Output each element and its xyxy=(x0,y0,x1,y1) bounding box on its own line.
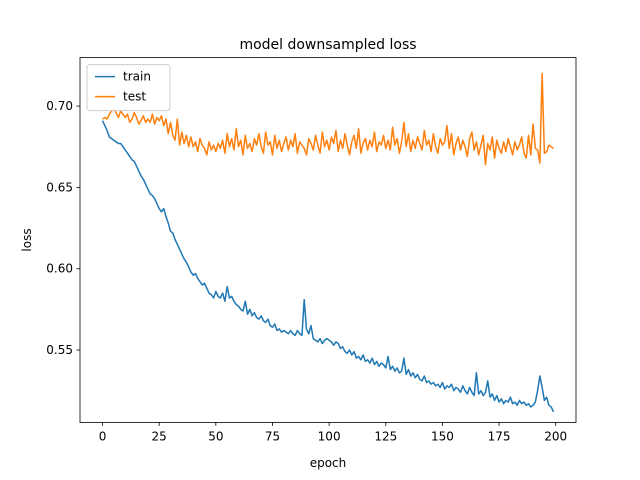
legend-label: train xyxy=(123,70,151,84)
y-tick-label: 0.55 xyxy=(46,343,73,357)
x-tick-label: 100 xyxy=(318,429,341,443)
x-tick-label: 125 xyxy=(374,429,397,443)
legend-label: test xyxy=(123,90,146,104)
line-series xyxy=(102,72,554,166)
legend: train test xyxy=(86,64,171,112)
y-tick-label: 0.60 xyxy=(46,262,73,276)
x-tick-label: 175 xyxy=(488,429,511,443)
chart-title: model downsampled loss xyxy=(239,37,416,53)
y-tick-label: 0.70 xyxy=(46,99,73,113)
line-series xyxy=(101,120,555,413)
y-tick-label: 0.65 xyxy=(46,180,73,194)
y-axis-label: loss xyxy=(20,228,34,251)
x-tick-label: 0 xyxy=(99,429,107,443)
x-tick-label: 200 xyxy=(544,429,567,443)
x-tick-label: 150 xyxy=(431,429,454,443)
x-tick-label: 75 xyxy=(265,429,280,443)
x-tick-label: 25 xyxy=(152,429,167,443)
x-axis-label: epoch xyxy=(310,456,347,470)
x-tick-label: 50 xyxy=(208,429,223,443)
plot-frame xyxy=(79,57,577,423)
